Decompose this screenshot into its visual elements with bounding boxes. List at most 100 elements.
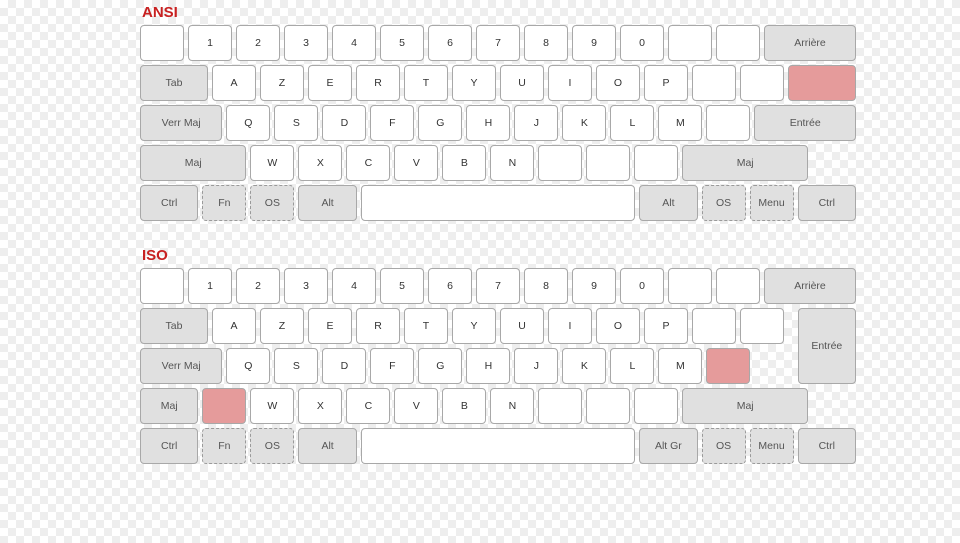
- key-label: N: [509, 401, 517, 412]
- keyboard-row: MajWXCVBNMaj: [140, 145, 856, 181]
- key-9: 9: [572, 25, 616, 61]
- key-p: P: [644, 65, 688, 101]
- key-blank: [202, 388, 246, 424]
- key-label: Maj: [161, 401, 178, 412]
- key-label: 6: [447, 281, 453, 292]
- key-label: S: [293, 361, 300, 372]
- key-label: 4: [351, 281, 357, 292]
- key-os: OS: [702, 428, 746, 464]
- key-label: Maj: [185, 158, 202, 169]
- key-blank: [538, 388, 582, 424]
- key-label: M: [676, 361, 685, 372]
- key-label: D: [341, 361, 349, 372]
- keyboard-row: TabAZERTYUIOP: [140, 65, 856, 101]
- key-p: P: [644, 308, 688, 344]
- key-blank: [692, 308, 736, 344]
- key-label: Alt: [321, 441, 333, 452]
- ansi-keyboard: 1234567890ArrièreTabAZERTYUIOPVerr MajQS…: [140, 25, 856, 221]
- key-8: 8: [524, 25, 568, 61]
- key-1: 1: [188, 25, 232, 61]
- key-label: G: [436, 361, 444, 372]
- key-label: K: [581, 118, 588, 129]
- key-label: 8: [543, 281, 549, 292]
- key-arrière: Arrière: [764, 25, 856, 61]
- key-o: O: [596, 65, 640, 101]
- key-label: Menu: [758, 198, 784, 209]
- key-label: F: [389, 118, 395, 129]
- key-5: 5: [380, 268, 424, 304]
- key-label: P: [662, 78, 669, 89]
- key-label: Ctrl: [161, 441, 177, 452]
- key-m: M: [658, 348, 702, 384]
- key-z: Z: [260, 308, 304, 344]
- key-label: Verr Maj: [162, 118, 201, 129]
- key-alt-gr: Alt Gr: [639, 428, 697, 464]
- key-label: 3: [303, 281, 309, 292]
- key-blank: [740, 65, 784, 101]
- key-label: Ctrl: [161, 198, 177, 209]
- key-blank: [140, 268, 184, 304]
- keyboard-row: TabAZERTYUIOP: [140, 308, 856, 344]
- key-label: I: [569, 78, 572, 89]
- key-4: 4: [332, 268, 376, 304]
- key-label: F: [389, 361, 395, 372]
- key-u: U: [500, 308, 544, 344]
- key-t: T: [404, 65, 448, 101]
- key-h: H: [466, 348, 510, 384]
- key-label: 8: [543, 38, 549, 49]
- key-label: Z: [279, 321, 285, 332]
- key-menu: Menu: [750, 428, 794, 464]
- key-g: G: [418, 348, 462, 384]
- key-label: H: [485, 118, 493, 129]
- key-label: B: [461, 158, 468, 169]
- keyboard-row: CtrlFnOSAltAltOSMenuCtrl: [140, 185, 856, 221]
- key-n: N: [490, 388, 534, 424]
- key-menu: Menu: [750, 185, 794, 221]
- key-label: 4: [351, 38, 357, 49]
- key-fn: Fn: [202, 428, 246, 464]
- keyboard-row: 1234567890Arrière: [140, 268, 856, 304]
- key-z: Z: [260, 65, 304, 101]
- key-label: Z: [279, 78, 285, 89]
- key-alt: Alt: [298, 428, 356, 464]
- key-label: 2: [255, 38, 261, 49]
- keyboard-row: CtrlFnOSAltAlt GrOSMenuCtrl: [140, 428, 856, 464]
- key-label: 7: [495, 38, 501, 49]
- key-e: E: [308, 308, 352, 344]
- key-label: A: [230, 78, 237, 89]
- key-label: 1: [207, 281, 213, 292]
- key-label: W: [267, 401, 277, 412]
- key-label: R: [374, 78, 382, 89]
- key-ctrl: Ctrl: [140, 428, 198, 464]
- key-label: E: [326, 78, 333, 89]
- key-label: S: [293, 118, 300, 129]
- keyboard-row: Verr MajQSDFGHJKLM: [140, 348, 856, 384]
- key-d: D: [322, 348, 366, 384]
- key-label: Alt Gr: [655, 441, 682, 452]
- key-label: A: [230, 321, 237, 332]
- key-2: 2: [236, 268, 280, 304]
- key-t: T: [404, 308, 448, 344]
- key-label: O: [614, 78, 622, 89]
- key-label: X: [317, 158, 324, 169]
- iso-keyboard: 1234567890ArrièreTabAZERTYUIOPVerr MajQS…: [140, 268, 856, 464]
- key-o: O: [596, 308, 640, 344]
- key-0: 0: [620, 268, 664, 304]
- key-label: O: [614, 321, 622, 332]
- key-blank: [740, 308, 784, 344]
- key-label: V: [413, 158, 420, 169]
- key-7: 7: [476, 268, 520, 304]
- key-blank: [716, 25, 760, 61]
- key-label: OS: [265, 441, 280, 452]
- key-blank: [668, 268, 712, 304]
- key-blank: [538, 145, 582, 181]
- key-label: C: [365, 401, 373, 412]
- key-9: 9: [572, 268, 616, 304]
- key-label: Q: [244, 361, 252, 372]
- key-d: D: [322, 105, 366, 141]
- key-tab: Tab: [140, 308, 208, 344]
- key-label: P: [662, 321, 669, 332]
- key-label: 0: [639, 281, 645, 292]
- key-j: J: [514, 348, 558, 384]
- key-ctrl: Ctrl: [798, 428, 856, 464]
